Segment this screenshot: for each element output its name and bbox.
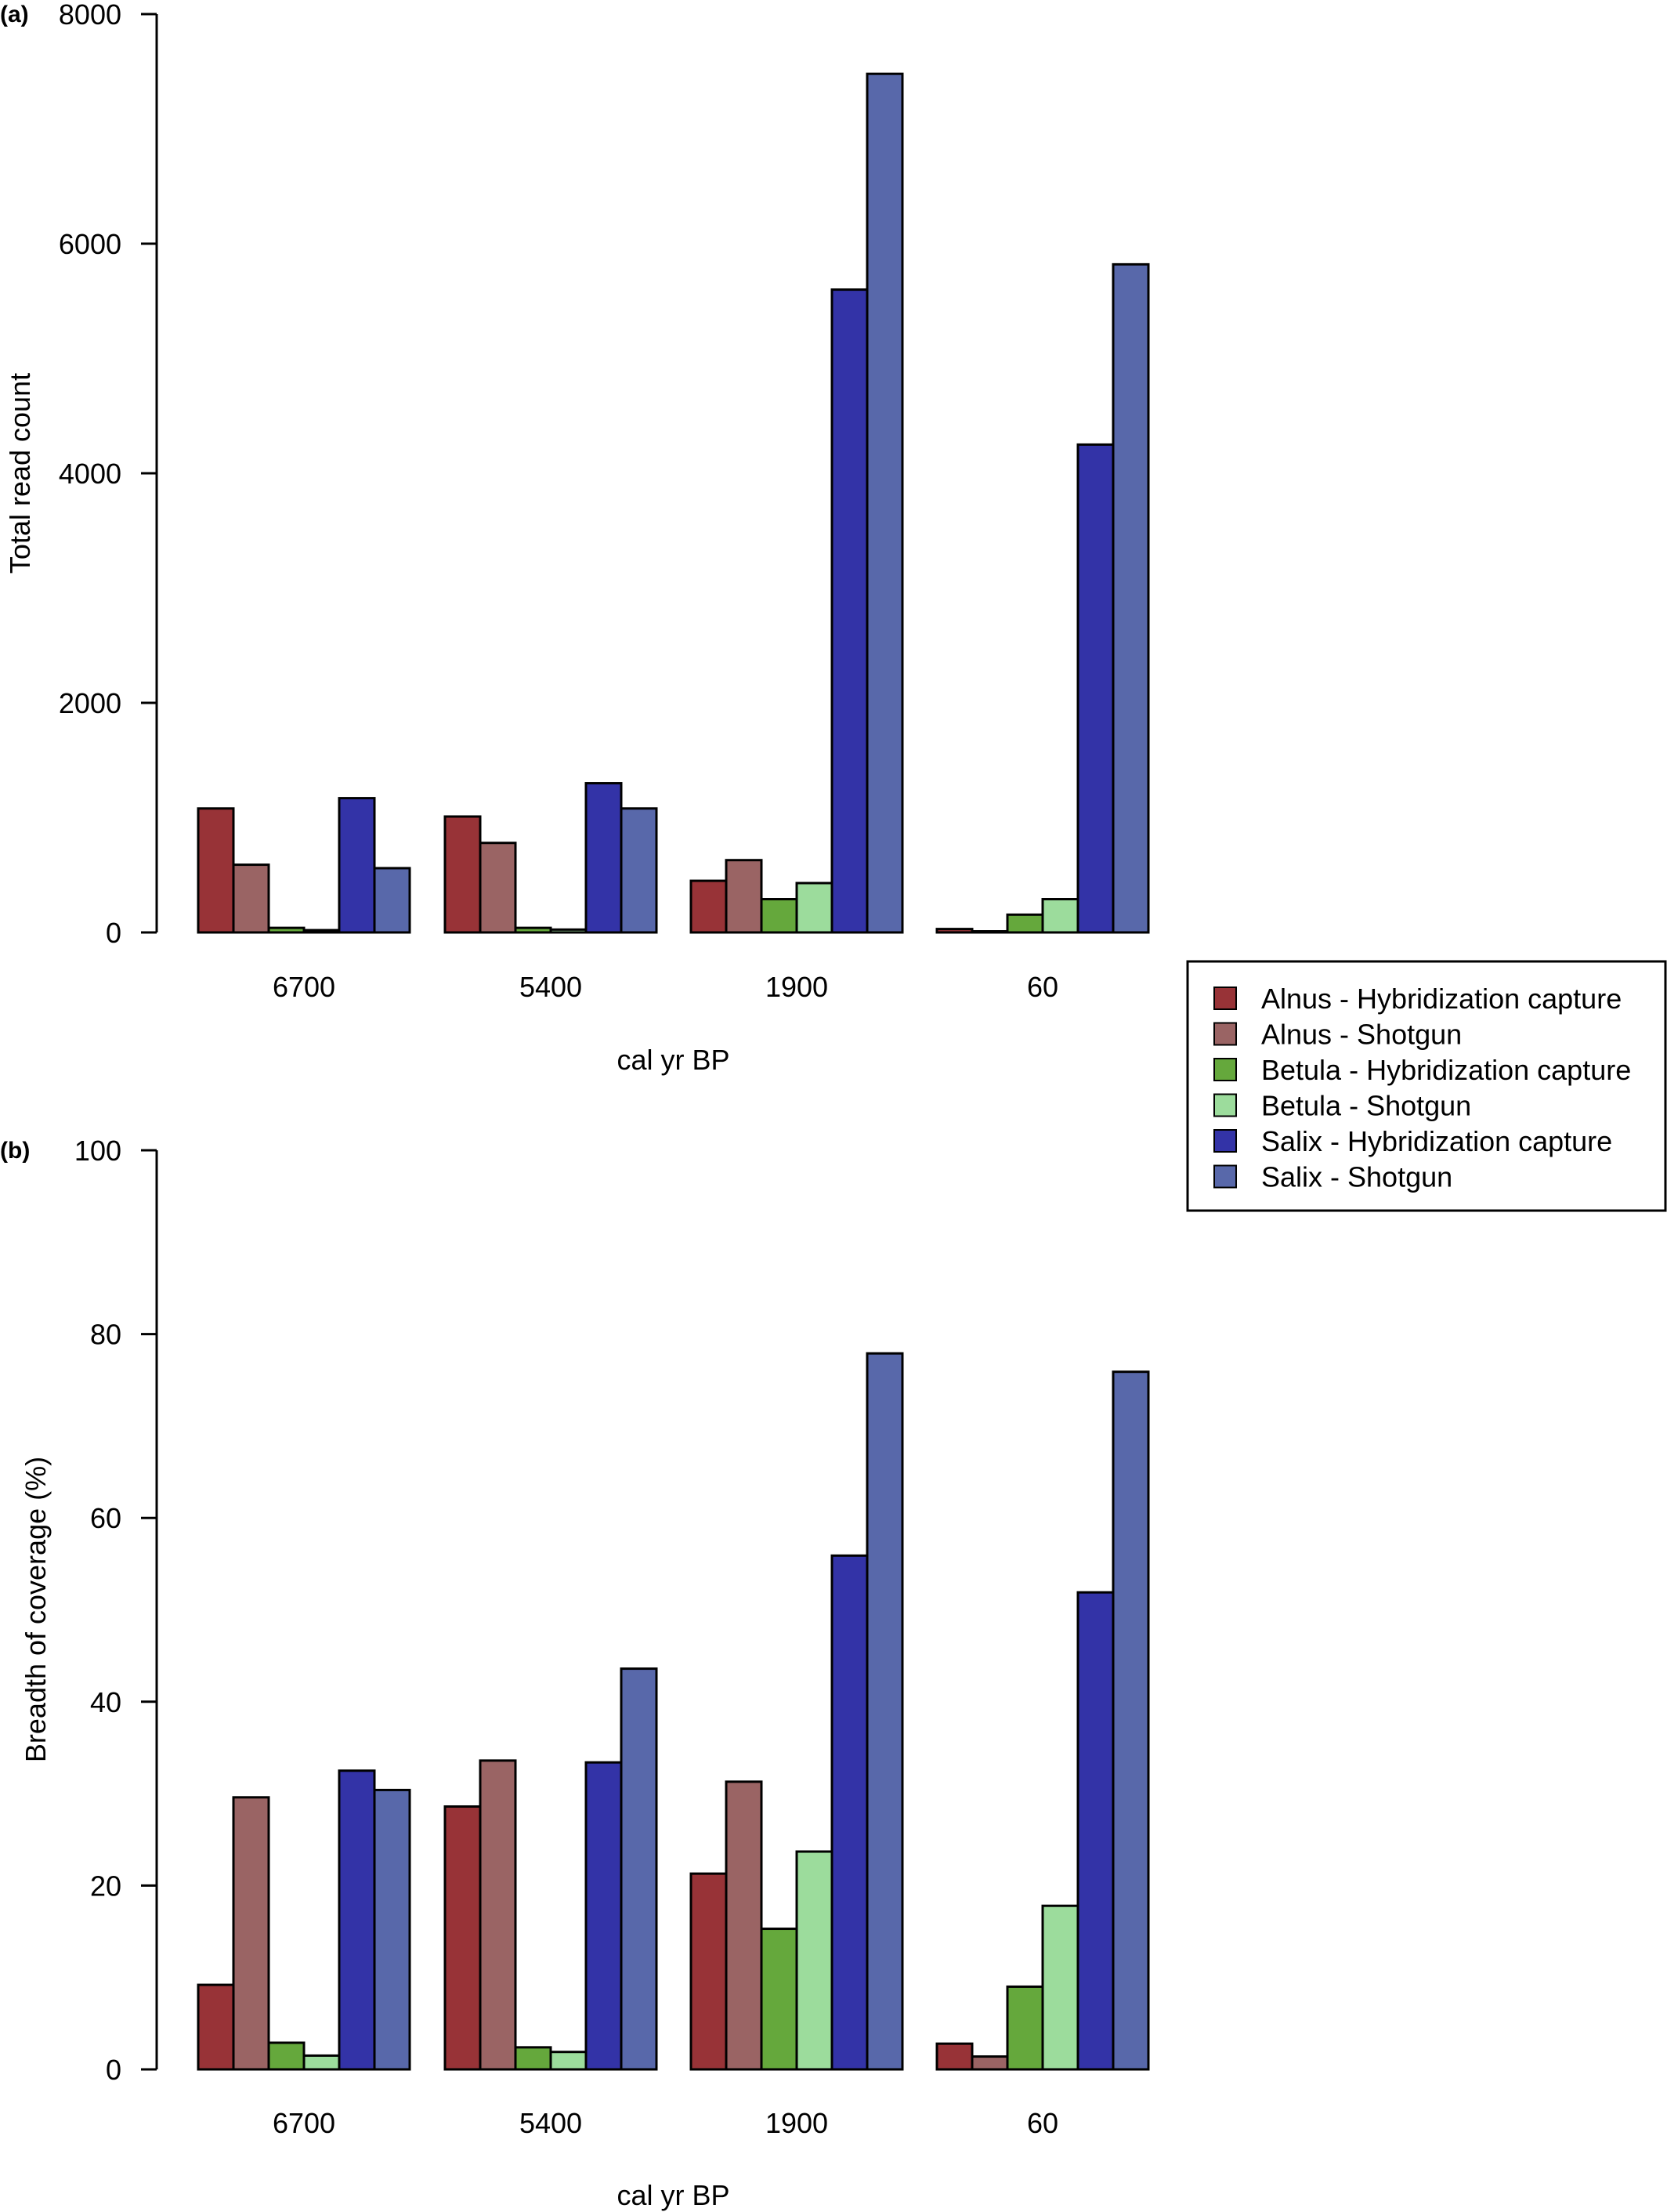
legend-label: Salix - Hybridization capture	[1261, 1125, 1612, 1157]
bar	[197, 807, 235, 934]
bar	[971, 2055, 1009, 2071]
bar	[866, 72, 904, 934]
bar	[338, 797, 376, 934]
legend-box	[1186, 960, 1667, 1212]
x-tick-label: 5400	[519, 971, 582, 1003]
bar	[1076, 443, 1115, 934]
legend-swatch	[1213, 1022, 1237, 1046]
panel-label: (a)	[0, 2, 29, 27]
y-tick-label: 4000	[59, 458, 121, 490]
x-axis-title: cal yr BP	[617, 1044, 729, 1076]
bar	[620, 1667, 658, 2071]
bar	[514, 2046, 552, 2071]
bar	[232, 863, 270, 934]
bar	[267, 926, 306, 934]
bar	[1041, 1904, 1079, 2071]
bar	[830, 288, 869, 934]
bar	[443, 815, 482, 934]
bar	[338, 1769, 376, 2071]
y-tick-label: 6000	[59, 228, 121, 260]
legend-swatch	[1213, 1164, 1237, 1189]
bar	[197, 1983, 235, 2071]
bar	[443, 1805, 482, 2071]
bar	[584, 1761, 623, 2071]
bar	[549, 2051, 588, 2071]
bar	[1006, 913, 1044, 934]
x-tick-label: 5400	[519, 2107, 582, 2139]
y-tick-label: 80	[90, 1319, 121, 1351]
y-tick-label: 100	[74, 1135, 121, 1167]
y-axis-title: Breadth of coverage (%)	[20, 1457, 52, 1762]
y-tick-label: 0	[106, 2054, 121, 2086]
bar	[1112, 262, 1150, 934]
bar	[373, 867, 411, 934]
bar	[830, 1554, 869, 2071]
legend-label: Alnus - Hybridization capture	[1261, 983, 1622, 1015]
bar	[760, 898, 798, 934]
bar	[479, 842, 517, 934]
y-tick-label: 40	[90, 1686, 121, 1718]
legend-swatch	[1213, 1129, 1237, 1153]
x-tick-label: 1900	[765, 971, 828, 1003]
bar	[1006, 1985, 1044, 2071]
legend-label: Salix - Shotgun	[1261, 1161, 1452, 1193]
bar	[479, 1759, 517, 2071]
bar	[267, 2041, 306, 2071]
y-tick-label: 60	[90, 1502, 121, 1534]
bar	[620, 807, 658, 934]
bar	[584, 782, 623, 934]
bar	[725, 859, 763, 934]
legend-label: Alnus - Shotgun	[1261, 1019, 1462, 1051]
bar	[725, 1780, 763, 2071]
bar	[935, 2042, 974, 2071]
x-tick-label: 1900	[765, 2107, 828, 2139]
bar	[232, 1796, 270, 2071]
y-axis-title: Total read count	[4, 373, 36, 574]
x-tick-label: 60	[1027, 2107, 1058, 2139]
bar	[1041, 898, 1079, 934]
legend-swatch	[1213, 987, 1237, 1010]
bar	[935, 928, 974, 934]
bar	[689, 1872, 728, 2071]
bar	[549, 928, 588, 934]
bar	[760, 1928, 798, 2071]
bar	[795, 882, 834, 934]
bar	[866, 1352, 904, 2071]
legend-swatch	[1213, 1058, 1237, 1081]
legend-label: Betula - Hybridization capture	[1261, 1054, 1631, 1086]
bar	[795, 1850, 834, 2071]
y-tick-label: 0	[106, 917, 121, 949]
panel-label: (b)	[0, 1138, 30, 1164]
bar	[302, 2054, 341, 2071]
bar	[514, 926, 552, 934]
y-tick-label: 2000	[59, 687, 121, 719]
x-tick-label: 6700	[273, 2107, 335, 2139]
y-tick-label: 8000	[59, 0, 121, 31]
x-tick-label: 60	[1027, 971, 1058, 1003]
bar	[689, 879, 728, 934]
legend-label: Betula - Shotgun	[1261, 1090, 1471, 1122]
x-tick-label: 6700	[273, 971, 335, 1003]
x-axis-title: cal yr BP	[617, 2179, 729, 2211]
legend-swatch	[1213, 1093, 1237, 1117]
y-tick-label: 20	[90, 1870, 121, 1902]
bar	[1076, 1591, 1115, 2071]
bar	[373, 1788, 411, 2071]
bar	[1112, 1370, 1150, 2071]
bar	[302, 929, 341, 934]
